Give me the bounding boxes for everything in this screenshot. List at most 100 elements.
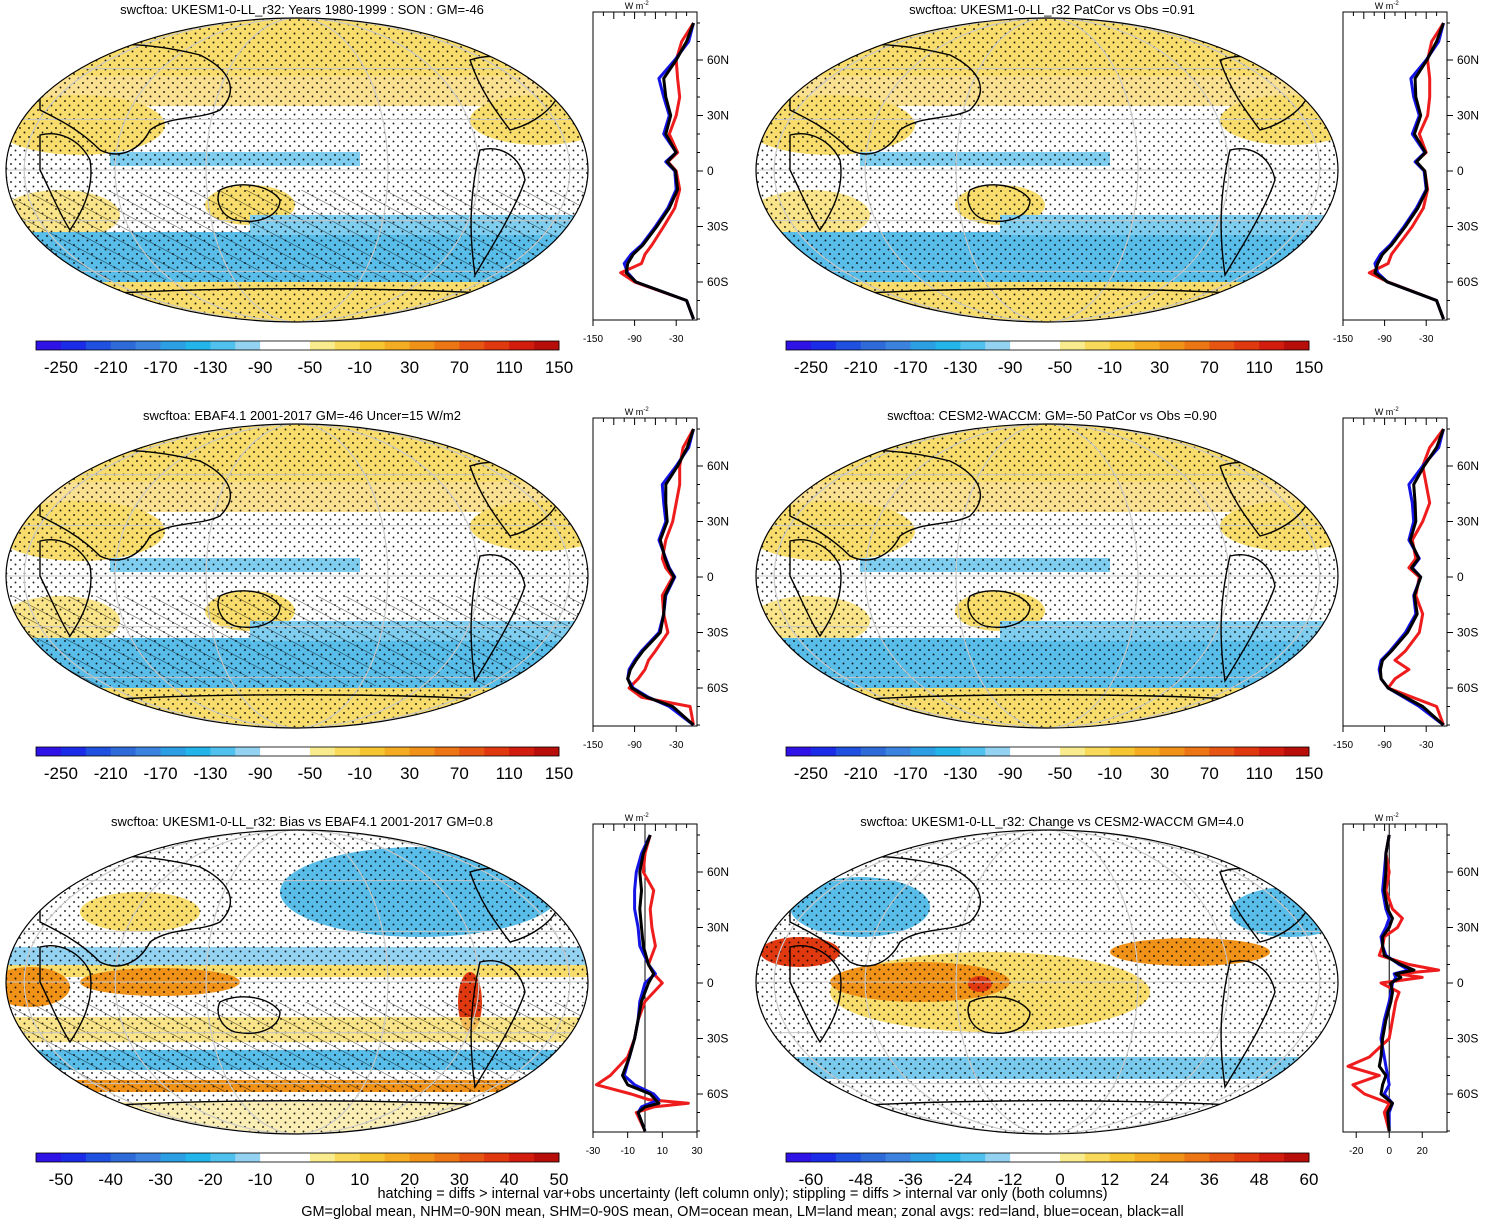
- colorbar-swatch: [260, 341, 286, 350]
- colorbar-swatch: [334, 747, 361, 756]
- map-outline: [5, 829, 589, 1135]
- zonal-series-ocean: [1379, 834, 1411, 1131]
- colorbar-swatch: [1109, 747, 1136, 756]
- zonal-lat-label: 30N: [707, 515, 729, 529]
- colorbar-tick-label: -10: [347, 358, 372, 377]
- panel-title: swcftoa: UKESM1-0-LL_r32: Years 1980-199…: [120, 2, 484, 17]
- colorbar-tick-label: -36: [898, 1170, 923, 1185]
- colorbar-swatch: [484, 747, 510, 756]
- colorbar-tick-label: 110: [1246, 358, 1273, 377]
- colorbar-swatch: [60, 747, 87, 756]
- zonal-unit-exponent: -2: [643, 1, 649, 7]
- colorbar-tick-label: 70: [1200, 358, 1219, 377]
- coastline: [217, 184, 281, 222]
- zonal-panel-1: W m -2 -150 -90 -30 60N 30N 0 30S 60S: [583, 1, 729, 345]
- zonal-unit-exponent: -2: [1393, 813, 1399, 819]
- zonal-unit-label: W m: [625, 1, 644, 11]
- hatch-overlay: [6, 1002, 588, 1092]
- zonal-x-tick-label: 10: [657, 1146, 669, 1157]
- colorbar-swatch: [935, 747, 961, 756]
- colorbar-swatch: [36, 747, 62, 756]
- colorbar-tick-label: -50: [298, 764, 323, 783]
- colorbar-swatch: [60, 341, 87, 350]
- colorbar-swatch: [1109, 341, 1136, 350]
- graticule-meridian: [23, 424, 571, 728]
- coastline: [789, 539, 842, 638]
- colorbar-swatch: [534, 341, 560, 350]
- zonal-frame: [592, 11, 698, 321]
- zonal-lat-label: 0: [1457, 976, 1464, 990]
- zonal-x-tick-label: -90: [627, 740, 642, 751]
- graticule-meridian: [955, 424, 1139, 728]
- colorbar-swatch: [459, 1153, 485, 1162]
- colorbar-swatch: [885, 747, 911, 756]
- panel-title: swcftoa: CESM2-WACCM: GM=-50 PatCor vs O…: [887, 408, 1217, 423]
- map-panel-5: [5, 829, 589, 1135]
- graticule-meridian: [114, 424, 480, 728]
- zonal-series-ocean: [1373, 22, 1445, 320]
- graticule-meridian: [205, 18, 389, 322]
- graticule-meridian: [205, 830, 389, 1134]
- graticule-meridian: [773, 424, 1321, 728]
- colorbar-tick-label: 30: [400, 764, 419, 783]
- colorbar-tick-label: -90: [998, 764, 1023, 783]
- colorbar-swatch: [1010, 747, 1036, 756]
- colorbar-swatch: [309, 747, 336, 756]
- zonal-lat-label: 0: [1457, 164, 1464, 178]
- colorbar-swatch: [60, 1153, 87, 1162]
- colorbar-tick-label: 70: [1200, 764, 1219, 783]
- footer-note-hatching: hatching = diffs > internal var+obs unce…: [377, 1186, 1108, 1202]
- map-panel-4: [755, 423, 1339, 729]
- colorbar-tick-label: -10: [1097, 358, 1122, 377]
- graticule-meridian: [864, 424, 1230, 728]
- graticule-meridian: [773, 830, 1321, 1134]
- colorbar-swatch: [409, 1153, 435, 1162]
- zonal-x-tick-label: -150: [1333, 334, 1353, 345]
- panel-title: swcftoa: UKESM1-0-LL_r32: Bias vs EBAF4.…: [111, 814, 493, 829]
- graticule-meridian: [955, 830, 1139, 1134]
- colorbar-swatch: [810, 1153, 837, 1162]
- zonal-series-all: [1377, 834, 1416, 1132]
- colorbar-swatch: [810, 747, 837, 756]
- colorbar-swatch: [185, 341, 211, 350]
- zonal-lat-label: 30S: [1457, 220, 1478, 234]
- zonal-unit-exponent: -2: [1393, 1, 1399, 7]
- colorbar-swatch: [910, 747, 936, 756]
- colorbar-swatch: [434, 1153, 460, 1162]
- colorbar-tick-label: -210: [94, 358, 128, 377]
- colorbar-tick-label: -12: [998, 1170, 1023, 1185]
- zonal-series-land: [595, 834, 690, 1132]
- zonal-lat-label: 30S: [707, 626, 728, 640]
- colorbar-swatch: [85, 747, 112, 756]
- colorbar-swatch: [835, 747, 862, 756]
- colorbar-swatch: [1084, 747, 1111, 756]
- zonal-series-ocean: [1377, 428, 1445, 727]
- zonal-lat-label: 60S: [707, 275, 728, 289]
- colorbar-swatch: [135, 1153, 161, 1162]
- zonal-series-land: [1346, 834, 1441, 1132]
- colorbar-swatch: [1234, 747, 1260, 756]
- colorbar-swatch: [235, 747, 261, 756]
- colorbar-tick-label: 30: [1150, 764, 1169, 783]
- colorbar-tick-label: -250: [794, 764, 828, 783]
- colorbar-swatch: [135, 341, 161, 350]
- zonal-series-all: [621, 834, 661, 1132]
- colorbar-swatch: [185, 747, 211, 756]
- coastline: [1220, 960, 1276, 1090]
- colorbar-swatch: [786, 341, 812, 350]
- zonal-x-tick-label: -150: [583, 740, 603, 751]
- colorbar-tick-label: 36: [1200, 1170, 1219, 1185]
- zonal-series-land: [619, 22, 695, 320]
- zonal-frame: [1342, 11, 1448, 321]
- colorbar-swatch: [534, 747, 560, 756]
- colorbar-swatch: [260, 1153, 286, 1162]
- panel-title: swcftoa: UKESM1-0-LL_r32: Change vs CESM…: [860, 814, 1244, 829]
- coastline: [39, 133, 92, 232]
- colorbar-swatch: [334, 1153, 361, 1162]
- colorbar-swatch: [786, 1153, 812, 1162]
- map-outline: [755, 423, 1339, 729]
- colorbar-tick-label: 30: [1150, 358, 1169, 377]
- colorbar-swatch: [810, 341, 837, 350]
- zonal-panel-6: W m -2 -20 0 20 60N 30N 0 30S 60S: [1342, 813, 1479, 1157]
- colorbar-swatch: [1259, 1153, 1285, 1162]
